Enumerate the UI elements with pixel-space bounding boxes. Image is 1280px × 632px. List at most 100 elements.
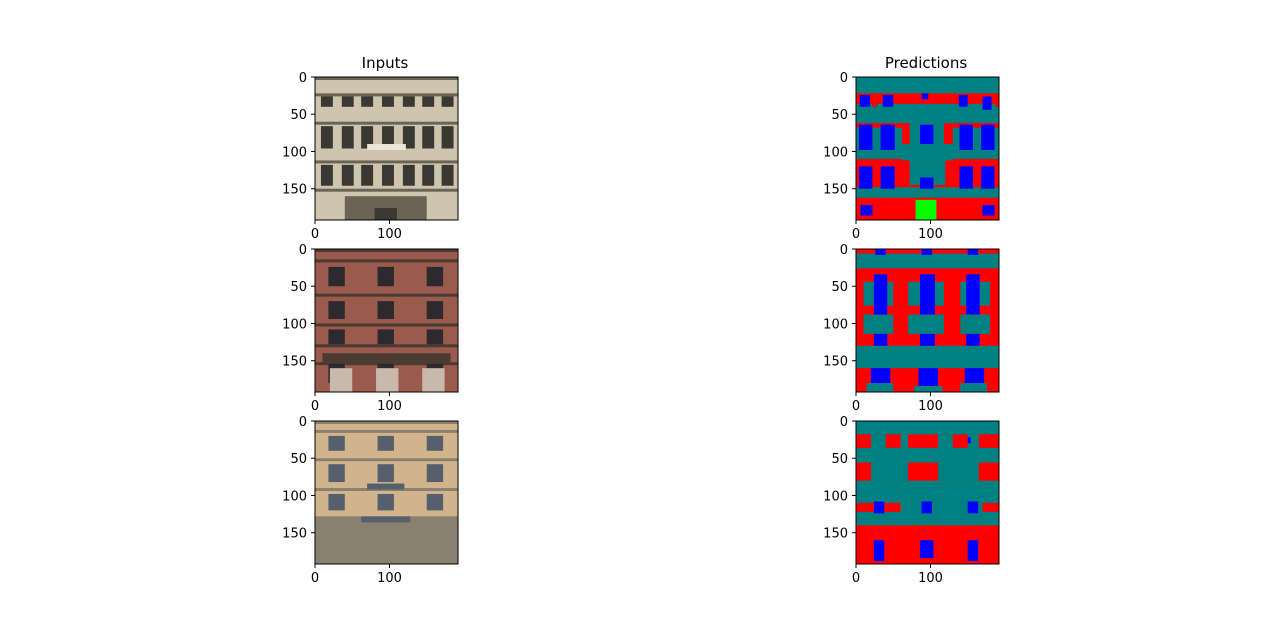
- seg-region-balcony-molding: [856, 77, 999, 94]
- y-tick-label: 50: [831, 108, 848, 123]
- photo-window: [328, 266, 345, 287]
- photo-window: [361, 96, 374, 107]
- photo-ground-floor: [315, 517, 458, 564]
- photo-window: [426, 435, 444, 451]
- photo-floor-band: [315, 429, 458, 433]
- photo-arch: [376, 368, 399, 392]
- seg-region-balcony-molding: [856, 511, 999, 526]
- seg-region-window: [967, 540, 979, 562]
- photo-window: [426, 464, 444, 483]
- seg-region-wall: [982, 434, 999, 448]
- seg-region-window: [873, 333, 888, 346]
- photo-window: [426, 266, 444, 287]
- seg-region-balcony-molding: [908, 314, 944, 334]
- photo-window: [341, 96, 354, 107]
- seg-region-wall: [952, 434, 968, 448]
- seg-region-balcony-molding: [856, 345, 999, 369]
- photo-arch: [422, 368, 445, 392]
- y-tick-label: 150: [823, 527, 848, 542]
- seg-region-wall: [995, 96, 999, 107]
- photo-window: [320, 164, 333, 186]
- photo-window: [377, 435, 394, 451]
- seg-region-window: [920, 540, 934, 559]
- x-tick-label: 100: [918, 571, 943, 586]
- x-tick-label: 0: [311, 227, 319, 242]
- x-tick-label: 100: [918, 227, 943, 242]
- seg-region-window: [873, 540, 885, 562]
- seg-region-wall: [952, 123, 999, 128]
- seg-region-wall: [902, 123, 910, 145]
- seg-region-window: [966, 333, 980, 346]
- seg-region-window: [858, 124, 873, 150]
- seg-region-balcony-molding: [960, 314, 991, 334]
- y-tick-label: 150: [282, 183, 307, 198]
- photo-window: [382, 164, 394, 186]
- photo-arch: [329, 368, 353, 392]
- seg-region-wall: [872, 94, 877, 107]
- seg-region-window: [880, 124, 895, 150]
- y-tick-label: 100: [282, 145, 307, 160]
- y-tick-label: 50: [290, 280, 307, 295]
- seg-region-wall: [856, 123, 903, 128]
- axes-frame: [855, 76, 1000, 221]
- seg-region-balcony-molding: [914, 386, 943, 392]
- photo-window: [328, 301, 345, 320]
- seg-region-window: [967, 249, 979, 255]
- y-tick-label: 0: [299, 71, 307, 86]
- seg-region-window: [964, 368, 985, 384]
- y-tick-label: 0: [840, 71, 848, 86]
- photo-window: [402, 96, 415, 107]
- seg-region-wall: [856, 462, 871, 481]
- y-tick-label: 50: [290, 108, 307, 123]
- photo-window: [377, 464, 394, 483]
- seg-region-window: [920, 274, 935, 315]
- photo-window: [328, 329, 345, 345]
- x-tick-label: 100: [918, 399, 943, 414]
- inputs-title: Inputs: [362, 54, 409, 72]
- seg-region-window: [982, 96, 992, 110]
- photo-window: [441, 126, 454, 149]
- photo-window: [341, 126, 354, 149]
- x-tick-label: 100: [377, 399, 402, 414]
- photo-floor-band: [315, 421, 458, 424]
- photo-balcony: [322, 353, 451, 364]
- seg-region-window: [967, 501, 979, 514]
- seg-region-window: [873, 501, 885, 514]
- y-tick-label: 150: [823, 183, 848, 198]
- seg-region-window: [967, 437, 971, 444]
- photo-window: [422, 126, 435, 149]
- axes-frame: [314, 76, 459, 221]
- seg-region-window: [918, 368, 938, 387]
- photo-floor-band: [315, 344, 458, 348]
- seg-region-balcony-molding: [960, 383, 988, 392]
- y-tick-label: 100: [282, 489, 307, 504]
- seg-region-balcony-molding: [866, 383, 894, 392]
- seg-region-wall: [978, 462, 999, 481]
- seg-region-window: [959, 124, 973, 150]
- axes-frame: [855, 248, 1000, 393]
- photo-door: [374, 208, 397, 220]
- photo-window: [341, 164, 354, 186]
- y-tick-label: 0: [299, 415, 307, 430]
- y-tick-label: 100: [282, 317, 307, 332]
- predictions-title: Predictions: [885, 54, 968, 72]
- photo-floor-band: [315, 121, 458, 125]
- photo-balcony: [361, 516, 411, 523]
- seg-region-window: [982, 205, 995, 216]
- photo-window: [377, 493, 394, 511]
- x-tick-label: 0: [852, 399, 860, 414]
- photo-window: [328, 464, 345, 483]
- photo-window: [377, 301, 394, 320]
- seg-region-window: [920, 124, 934, 145]
- seg-region-balcony-molding: [856, 480, 999, 503]
- x-tick-label: 0: [311, 571, 319, 586]
- photo-window: [320, 126, 333, 149]
- seg-region-window: [875, 249, 886, 255]
- seg-region-window: [920, 333, 935, 346]
- photo-window: [441, 96, 454, 107]
- photo-window: [328, 493, 345, 511]
- photo-floor-band: [315, 293, 458, 297]
- photo-window: [426, 329, 444, 345]
- seg-region-balcony-molding: [856, 103, 999, 124]
